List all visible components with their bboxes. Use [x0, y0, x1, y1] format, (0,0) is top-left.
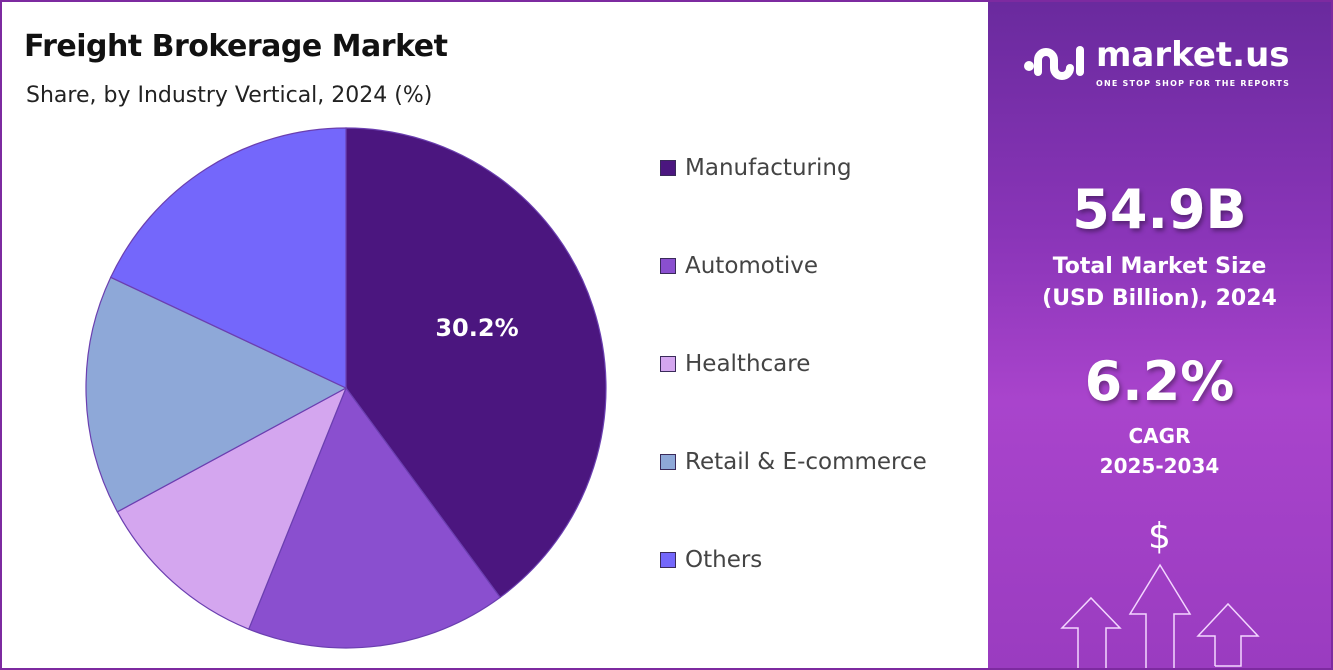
cagr-caption-2: 2025-2034 [1099, 454, 1220, 478]
brand-logo: market.us ONE STOP SHOP FOR THE REPORTS [1022, 34, 1290, 90]
cagr-caption-1: CAGR [1128, 424, 1191, 448]
market-size-value: 54.9B [1072, 178, 1247, 241]
pie-slice-manufacturing [345, 127, 607, 599]
market-size-caption-1: Total Market Size [1052, 254, 1267, 279]
pie-slice-retail-e-commerce [85, 276, 348, 513]
legend-item: Manufacturing [660, 153, 852, 183]
legend-swatch [660, 552, 676, 568]
cagr-value: 6.2% [1084, 350, 1235, 413]
pie-chart: 30.2% [85, 127, 607, 649]
market-size-caption-2: (USD Billion), 2024 [1042, 286, 1277, 311]
dollar-icon: $ [1148, 516, 1171, 557]
legend-item: Retail & E-commerce [660, 447, 927, 477]
pie-slice-others [109, 127, 347, 389]
legend-item: Others [660, 545, 762, 575]
legend-label: Automotive [685, 253, 819, 279]
chart-subtitle: Share, by Industry Vertical, 2024 (%) [26, 83, 433, 108]
legend-label: Retail & E-commerce [685, 449, 927, 475]
legend-item: Automotive [660, 251, 818, 281]
summary-panel: market.us ONE STOP SHOP FOR THE REPORTS … [988, 2, 1331, 668]
legend-label: Others [685, 547, 763, 573]
legend-swatch [660, 160, 676, 176]
legend-item: Healthcare [660, 349, 810, 379]
legend-label: Manufacturing [685, 155, 852, 181]
market-us-logo-icon [1024, 46, 1084, 80]
chart-title: Freight Brokerage Market [24, 29, 448, 64]
pie-slice-automotive [247, 386, 501, 649]
legend-swatch [660, 356, 676, 372]
legend-swatch [660, 258, 676, 274]
pie-slice-healthcare [116, 386, 348, 630]
legend-swatch [660, 454, 676, 470]
data-label: 30.2% [435, 314, 518, 342]
brand-name: market.us [1096, 35, 1290, 75]
arrow-up-icon [1060, 563, 1260, 668]
legend-label: Healthcare [685, 351, 811, 377]
brand-tagline: ONE STOP SHOP FOR THE REPORTS [1096, 79, 1291, 88]
